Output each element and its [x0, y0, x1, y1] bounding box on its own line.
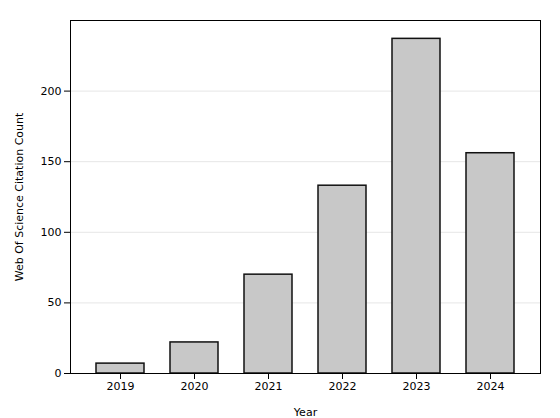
- svg-text:Year: Year: [293, 406, 318, 418]
- svg-text:150: 150: [41, 155, 62, 168]
- svg-text:2021: 2021: [255, 380, 283, 393]
- svg-text:2020: 2020: [181, 380, 209, 393]
- svg-text:0: 0: [55, 367, 62, 380]
- svg-text:2019: 2019: [107, 380, 135, 393]
- svg-text:2022: 2022: [329, 380, 357, 393]
- svg-text:50: 50: [48, 296, 62, 309]
- svg-text:2023: 2023: [403, 380, 431, 393]
- svg-text:Web Of Science Citation Count: Web Of Science Citation Count: [13, 112, 26, 281]
- svg-text:200: 200: [41, 85, 62, 98]
- svg-text:100: 100: [41, 226, 62, 239]
- svg-text:2024: 2024: [477, 380, 505, 393]
